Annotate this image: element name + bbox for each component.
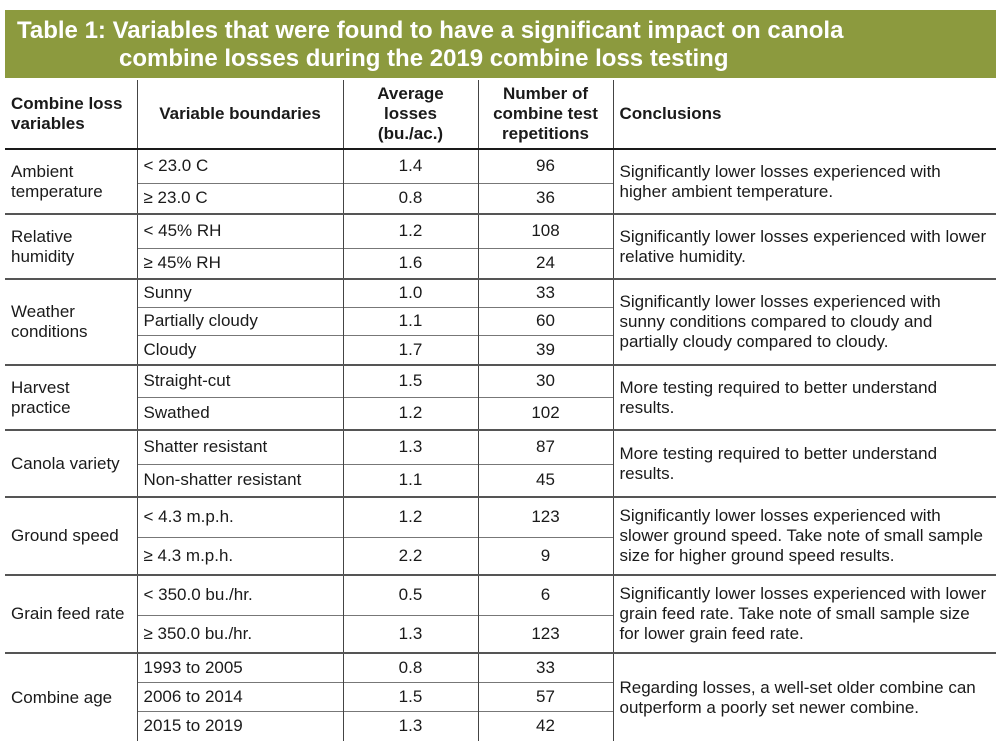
table-row: ≥ 45% RH 1.6 24 — [5, 247, 996, 279]
table-row: Combine age 1993 to 2005 0.8 33 Regarding lo… — [5, 652, 996, 741]
repetitions-cell: 123 — [478, 614, 614, 653]
table-row: Ambient temperature < 23.0 C 1.4 96 Signific… — [5, 148, 996, 214]
boundary-cell: Non-shatter resistant — [137, 463, 344, 497]
boundary-cell: 2015 to 2019 — [137, 710, 344, 741]
variable-cell: Relative humidity — [5, 213, 138, 279]
table-row: Partially cloudy 1.1 60 — [5, 306, 996, 335]
average-losses-cell: 0.8 — [343, 182, 479, 214]
repetitions-cell: 45 — [478, 463, 614, 497]
average-losses-cell: 1.2 — [343, 396, 479, 430]
conclusion-cell: Significantly lower losses experienced w… — [613, 148, 996, 214]
average-losses-cell: 1.1 — [343, 463, 479, 497]
boundary-cell: < 4.3 m.p.h. — [137, 496, 344, 537]
variable-cell: Grain feed rate — [5, 574, 138, 653]
average-losses-cell: 2.2 — [343, 536, 479, 575]
repetitions-cell: 9 — [478, 536, 614, 575]
average-losses-cell: 1.3 — [343, 614, 479, 653]
table-row: Non-shatter resistant 1.1 45 — [5, 463, 996, 497]
boundary-cell: 1993 to 2005 — [137, 652, 344, 682]
table-title-line-1: Table 1: Variables that were found to ha… — [17, 17, 844, 44]
average-losses-cell: 0.8 — [343, 652, 479, 682]
boundary-cell: ≥ 23.0 C — [137, 182, 344, 214]
table-row: Canola variety Shatter resistant 1.3 87 More… — [5, 429, 996, 497]
table-body: Ambient temperature < 23.0 C 1.4 96 Signific… — [5, 148, 996, 741]
variable-cell: Ground speed — [5, 496, 138, 575]
boundary-cell: < 350.0 bu./hr. — [137, 574, 344, 615]
table-row: Harvest practice Straight-cut 1.5 30 More te… — [5, 364, 996, 430]
average-losses-cell: 1.5 — [343, 364, 479, 397]
repetitions-cell: 60 — [478, 306, 614, 335]
table-row: ≥ 350.0 bu./hr. 1.3 123 — [5, 614, 996, 653]
variable-cell: Combine age — [5, 652, 138, 741]
header-row: Combine loss variables Variable boundari… — [5, 80, 996, 150]
repetitions-cell: 6 — [478, 574, 614, 615]
conclusion-cell: More testing required to better understa… — [613, 429, 996, 497]
table-title-line-2: combine losses during the 2019 combine l… — [119, 45, 729, 72]
conclusion-cell: Significantly lower losses experienced w… — [613, 278, 996, 365]
average-losses-cell: 1.0 — [343, 278, 479, 307]
boundary-cell: < 23.0 C — [137, 148, 344, 183]
conclusion-cell: Significantly lower losses experienced w… — [613, 213, 996, 279]
boundary-cell: < 45% RH — [137, 213, 344, 248]
conclusion-cell: Significantly lower losses experienced w… — [613, 496, 996, 575]
conclusion-cell: Significantly lower losses experienced w… — [613, 574, 996, 653]
repetitions-cell: 33 — [478, 652, 614, 682]
repetitions-cell: 123 — [478, 496, 614, 537]
table-row: 2015 to 2019 1.3 42 — [5, 710, 996, 741]
repetitions-cell: 87 — [478, 429, 614, 464]
table-row: ≥ 23.0 C 0.8 36 — [5, 182, 996, 214]
header-repetitions: Number of combine test repetitions — [478, 80, 614, 150]
repetitions-cell: 30 — [478, 364, 614, 397]
average-losses-cell: 0.5 — [343, 574, 479, 615]
combine-loss-table: Combine loss variables Variable boundari… — [5, 80, 996, 741]
boundary-cell: Straight-cut — [137, 364, 344, 397]
boundary-cell: Swathed — [137, 396, 344, 430]
average-losses-cell: 1.7 — [343, 334, 479, 365]
boundary-cell: Cloudy — [137, 334, 344, 365]
header-average-losses: Average losses (bu./ac.) — [343, 80, 479, 150]
table-row: Cloudy 1.7 39 — [5, 334, 996, 365]
variable-cell: Harvest practice — [5, 364, 138, 430]
table-row: ≥ 4.3 m.p.h. 2.2 9 — [5, 536, 996, 575]
repetitions-cell: 24 — [478, 247, 614, 279]
average-losses-cell: 1.2 — [343, 496, 479, 537]
table-row: Swathed 1.2 102 — [5, 396, 996, 430]
average-losses-cell: 1.1 — [343, 306, 479, 335]
repetitions-cell: 96 — [478, 148, 614, 183]
table-title-banner: Table 1: Variables that were found to ha… — [5, 10, 996, 78]
table-row: Relative humidity < 45% RH 1.2 108 Significa… — [5, 213, 996, 279]
average-losses-cell: 1.3 — [343, 429, 479, 464]
boundary-cell: ≥ 45% RH — [137, 247, 344, 279]
variable-cell: Ambient temperature — [5, 148, 138, 214]
variable-cell: Canola variety — [5, 429, 138, 497]
average-losses-cell: 1.2 — [343, 213, 479, 248]
repetitions-cell: 33 — [478, 278, 614, 307]
table-row: Ground speed < 4.3 m.p.h. 1.2 123 Significan… — [5, 496, 996, 575]
header-variable-boundaries: Variable boundaries — [137, 80, 344, 150]
repetitions-cell: 102 — [478, 396, 614, 430]
boundary-cell: ≥ 350.0 bu./hr. — [137, 614, 344, 653]
table-row: Grain feed rate < 350.0 bu./hr. 0.5 6 Signif… — [5, 574, 996, 653]
boundary-cell: ≥ 4.3 m.p.h. — [137, 536, 344, 575]
repetitions-cell: 108 — [478, 213, 614, 248]
repetitions-cell: 39 — [478, 334, 614, 365]
boundary-cell: Partially cloudy — [137, 306, 344, 335]
repetitions-cell: 57 — [478, 681, 614, 711]
conclusion-cell: More testing required to better understa… — [613, 364, 996, 430]
average-losses-cell: 1.4 — [343, 148, 479, 183]
header-combine-loss-variables: Combine loss variables — [5, 80, 138, 150]
variable-cell: Weather conditions — [5, 278, 138, 365]
average-losses-cell: 1.3 — [343, 710, 479, 741]
boundary-cell: Shatter resistant — [137, 429, 344, 464]
average-losses-cell: 1.6 — [343, 247, 479, 279]
header-conclusions: Conclusions — [613, 80, 996, 150]
boundary-cell: 2006 to 2014 — [137, 681, 344, 711]
average-losses-cell: 1.5 — [343, 681, 479, 711]
conclusion-cell: Regarding losses, a well-set older combi… — [613, 652, 996, 741]
repetitions-cell: 42 — [478, 710, 614, 741]
boundary-cell: Sunny — [137, 278, 344, 307]
repetitions-cell: 36 — [478, 182, 614, 214]
table-row: Weather conditions Sunny 1.0 33 Significantl… — [5, 278, 996, 365]
table-row: 2006 to 2014 1.5 57 — [5, 681, 996, 711]
